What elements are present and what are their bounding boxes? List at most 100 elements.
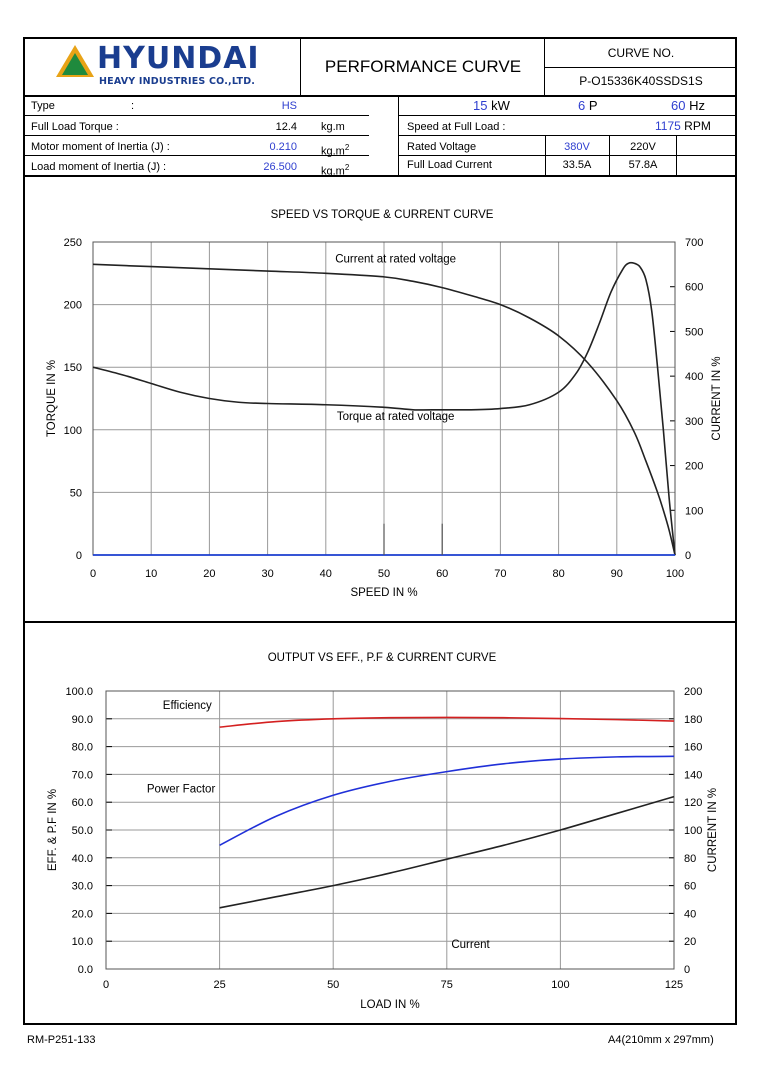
y2-tick-label: 80: [684, 853, 696, 865]
y-axis-label: EFF. & P.F IN %: [47, 789, 59, 871]
load-inertia-value: 26.500: [263, 161, 297, 173]
footer-paper-size: A4(210mm x 297mm): [608, 1034, 714, 1046]
y-tick-label: 50: [70, 487, 82, 499]
x-tick-label: 100: [551, 979, 569, 991]
x-axis-label: SPEED IN %: [350, 587, 417, 599]
y2-tick-label: 180: [684, 714, 702, 726]
curve-number-value: P-O15336K40SSDS1S: [579, 74, 703, 88]
load-inertia-label: Load moment of Inertia (J) :: [31, 161, 167, 173]
y2-tick-label: 200: [685, 461, 703, 473]
y-tick-label: 0.0: [78, 964, 93, 976]
y2-tick-label: 160: [684, 742, 702, 754]
x-axis-label: LOAD IN %: [360, 999, 419, 1011]
y2-axis-label: CURRENT IN %: [711, 356, 723, 440]
x-tick-label: 25: [213, 979, 225, 991]
rated-voltage-1: 380V: [564, 141, 590, 153]
series-line-power-factor: [219, 755, 675, 847]
torque-label: Full Load Torque :: [31, 121, 119, 133]
pole-count: 6 P: [578, 98, 598, 113]
x-tick-label: 100: [666, 568, 684, 580]
y2-tick-label: 100: [685, 505, 703, 517]
y2-tick-label: 0: [684, 964, 690, 976]
x-tick-label: 30: [261, 568, 273, 580]
logo-subtext: HEAVY INDUSTRIES CO.,LTD.: [99, 76, 256, 87]
y2-tick-label: 60: [684, 881, 696, 893]
full-load-current-1: 33.5A: [562, 159, 592, 171]
y2-tick-label: 500: [685, 326, 703, 338]
type-colon: :: [131, 100, 135, 112]
x-tick-label: 125: [665, 979, 683, 991]
chart2-title: OUTPUT VS EFF., P.F & CURRENT CURVE: [267, 652, 497, 664]
footer-doc-id: RM-P251-133: [27, 1034, 96, 1046]
y2-tick-label: 600: [685, 282, 703, 294]
y2-tick-label: 700: [685, 237, 703, 249]
x-tick-label: 40: [320, 568, 332, 580]
type-value: HS: [281, 100, 297, 112]
efficiency-annotation: Efficiency: [163, 700, 212, 712]
current-annotation: Current: [451, 939, 490, 951]
series-line-torque-at-rated-voltage: [92, 261, 676, 556]
y2-tick-label: 100: [684, 825, 702, 837]
logo-triangle-inner-icon: [62, 53, 88, 75]
motor-inertia-value: 0.210: [269, 141, 297, 153]
series-line-efficiency: [219, 716, 675, 728]
full-load-current-label: Full Load Current: [407, 159, 492, 171]
rated-voltage-2: 220V: [630, 141, 656, 153]
y2-tick-label: 120: [684, 797, 702, 809]
y2-tick-label: 0: [685, 550, 691, 562]
y-tick-label: 10.0: [72, 936, 93, 948]
y-tick-label: 40.0: [72, 853, 93, 865]
motor-inertia-label: Motor moment of Inertia (J) :: [31, 141, 170, 153]
output-eff-pf-current-chart: 0 25 50 75 100 125 0.0 10.0 20.0 30.0 40.0 50.0 60.0…: [47, 686, 719, 1011]
power-rating: 15 kW: [473, 98, 510, 113]
document-frame: HYUNDAI HEAVY INDUSTRIES CO.,LTD. PERFOR…: [23, 37, 737, 1025]
x-tick-label: 70: [494, 568, 506, 580]
x-tick-label: 0: [103, 979, 109, 991]
power-factor-annotation: Power Factor: [147, 783, 216, 795]
y2-tick-label: 400: [685, 371, 703, 383]
y2-tick-label: 140: [684, 769, 702, 781]
series-line-current: [219, 795, 675, 909]
y-tick-label: 250: [64, 237, 82, 249]
plot-area-border: [105, 690, 675, 970]
x-tick-label: 20: [203, 568, 215, 580]
x-tick-label: 0: [90, 568, 96, 580]
chart1-title: SPEED VS TORQUE & CURRENT CURVE: [270, 209, 494, 221]
full-load-current-2: 57.8A: [628, 159, 658, 171]
curve-number-label: CURVE NO.: [607, 46, 675, 60]
y-axis-label: TORQUE IN %: [46, 360, 58, 437]
y-tick-label: 50.0: [72, 825, 93, 837]
y2-tick-label: 40: [684, 908, 696, 920]
y-tick-label: 0: [76, 550, 82, 562]
speed-label: Speed at Full Load :: [407, 121, 506, 133]
y-tick-label: 100: [64, 425, 82, 437]
frequency: 60 Hz: [671, 98, 705, 113]
x-tick-label: 60: [436, 568, 448, 580]
torque-curve-annotation: Torque at rated voltage: [337, 411, 455, 423]
y-tick-label: 150: [64, 362, 82, 374]
x-tick-label: 80: [552, 568, 564, 580]
current-curve-annotation: Current at rated voltage: [335, 253, 456, 265]
type-label: Type: [31, 100, 55, 112]
x-tick-label: 90: [611, 568, 623, 580]
logo-text: HYUNDAI: [97, 41, 260, 76]
y2-tick-label: 20: [684, 936, 696, 948]
company-logo: HYUNDAI HEAVY INDUSTRIES CO.,LTD.: [25, 39, 301, 93]
series-line-current-at-rated-voltage: [92, 263, 676, 556]
torque-unit: kg.m: [321, 121, 345, 133]
y-tick-label: 80.0: [72, 742, 93, 754]
y2-axis-label: CURRENT IN %: [707, 788, 719, 872]
x-tick-label: 75: [441, 979, 453, 991]
load-inertia-unit: kg.m2: [321, 163, 350, 178]
document-title: PERFORMANCE CURVE: [324, 57, 522, 76]
rated-voltage-label: Rated Voltage: [407, 141, 477, 153]
x-tick-label: 10: [145, 568, 157, 580]
y-tick-label: 60.0: [72, 797, 93, 809]
y2-tick-label: 300: [685, 416, 703, 428]
speed-torque-current-chart: 0 10 20 30 40 50 60 70 80 90 100050100150200250010…: [46, 237, 723, 599]
motor-inertia-unit: kg.m2: [321, 143, 350, 158]
y-tick-label: 90.0: [72, 714, 93, 726]
y-tick-label: 20.0: [72, 908, 93, 920]
x-tick-label: 50: [378, 568, 390, 580]
y-tick-label: 200: [64, 300, 82, 312]
